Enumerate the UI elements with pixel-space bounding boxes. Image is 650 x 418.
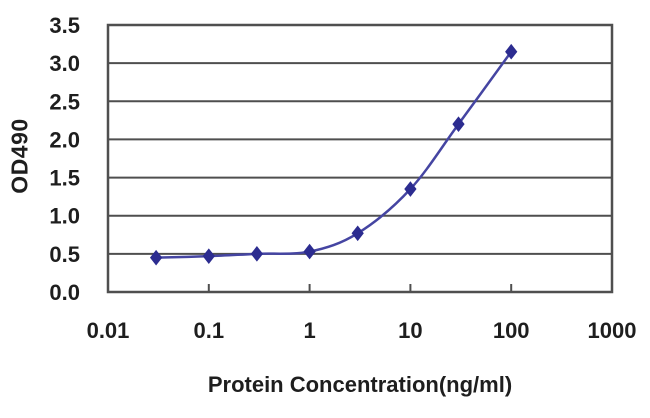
y-tick-label: 0.5 <box>49 242 80 267</box>
x-tick-label: 0.01 <box>87 318 130 343</box>
x-tick-label: 1 <box>303 318 315 343</box>
data-point-marker <box>505 43 518 60</box>
x-axis-title: Protein Concentration(ng/ml) <box>207 372 513 397</box>
data-point-marker <box>250 246 264 262</box>
data-point-marker <box>452 116 465 132</box>
data-point-marker <box>202 248 215 264</box>
plot-border <box>106 23 614 294</box>
y-tick-label: 2.0 <box>49 127 80 152</box>
x-tick-label: 1000 <box>588 318 637 343</box>
y-tick-label: 2.5 <box>49 89 80 114</box>
y-axis-title: OD490 <box>6 118 33 194</box>
y-tick-label: 3.0 <box>49 51 80 76</box>
x-tick-label: 10 <box>398 318 422 343</box>
data-point-marker <box>303 243 316 260</box>
data-point-marker <box>404 181 417 197</box>
y-tick-label: 3.5 <box>49 13 80 38</box>
data-point-marker <box>149 249 163 266</box>
series-line <box>154 50 513 259</box>
data-point-marker <box>351 225 364 242</box>
y-tick-label: 0.0 <box>49 280 80 305</box>
y-tick-label: 1.0 <box>49 204 80 229</box>
x-tick-label: 0.1 <box>194 318 225 343</box>
x-tick-label: 100 <box>493 318 530 343</box>
y-tick-label: 1.5 <box>49 166 80 191</box>
